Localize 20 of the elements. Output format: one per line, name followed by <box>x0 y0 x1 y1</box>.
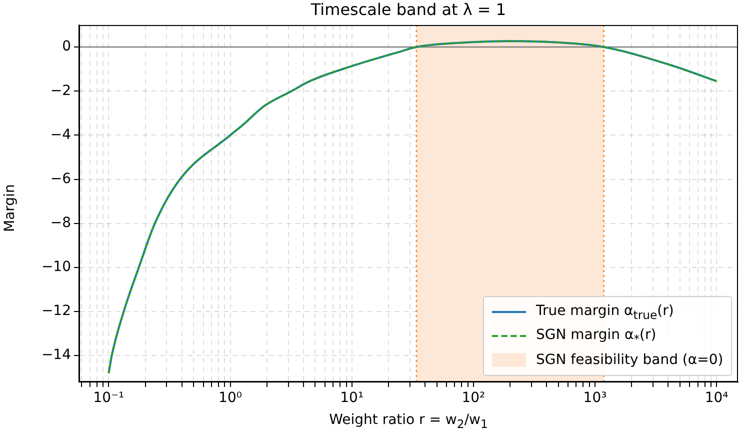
y-axis-title: Margin <box>2 184 18 232</box>
x-tick-label: 10⁰ <box>218 390 242 406</box>
y-tick-label: −8 <box>50 214 71 231</box>
x-tick-label: 10⁻¹ <box>93 390 124 406</box>
x-tick-label: 10² <box>462 390 486 406</box>
x-tick-label: 10³ <box>583 390 607 406</box>
band-label: SGN feasibility band (α=0) <box>536 352 724 368</box>
y-tick-label: −6 <box>50 170 72 187</box>
y-tick-label: 0 <box>62 38 71 55</box>
legend-label: True margin α$_{true}$(r) <box>536 302 674 322</box>
y-tick-label: −2 <box>50 82 71 99</box>
y-tick-label: −14 <box>41 347 72 364</box>
legend-label: SGN margin α$_{*}$(r) <box>536 326 656 346</box>
chart-title: Timescale band at λ = 1 <box>310 0 508 19</box>
y-tick-label: −10 <box>41 259 71 276</box>
x-tick-label: 10¹ <box>340 390 364 406</box>
y-tick-label: −12 <box>41 303 71 320</box>
x-axis-title: Weight ratio r = w$_{2}$/w$_{1}$ <box>328 412 489 431</box>
x-tick-label: 10⁴ <box>704 390 729 406</box>
y-tick-label: −4 <box>50 126 72 143</box>
